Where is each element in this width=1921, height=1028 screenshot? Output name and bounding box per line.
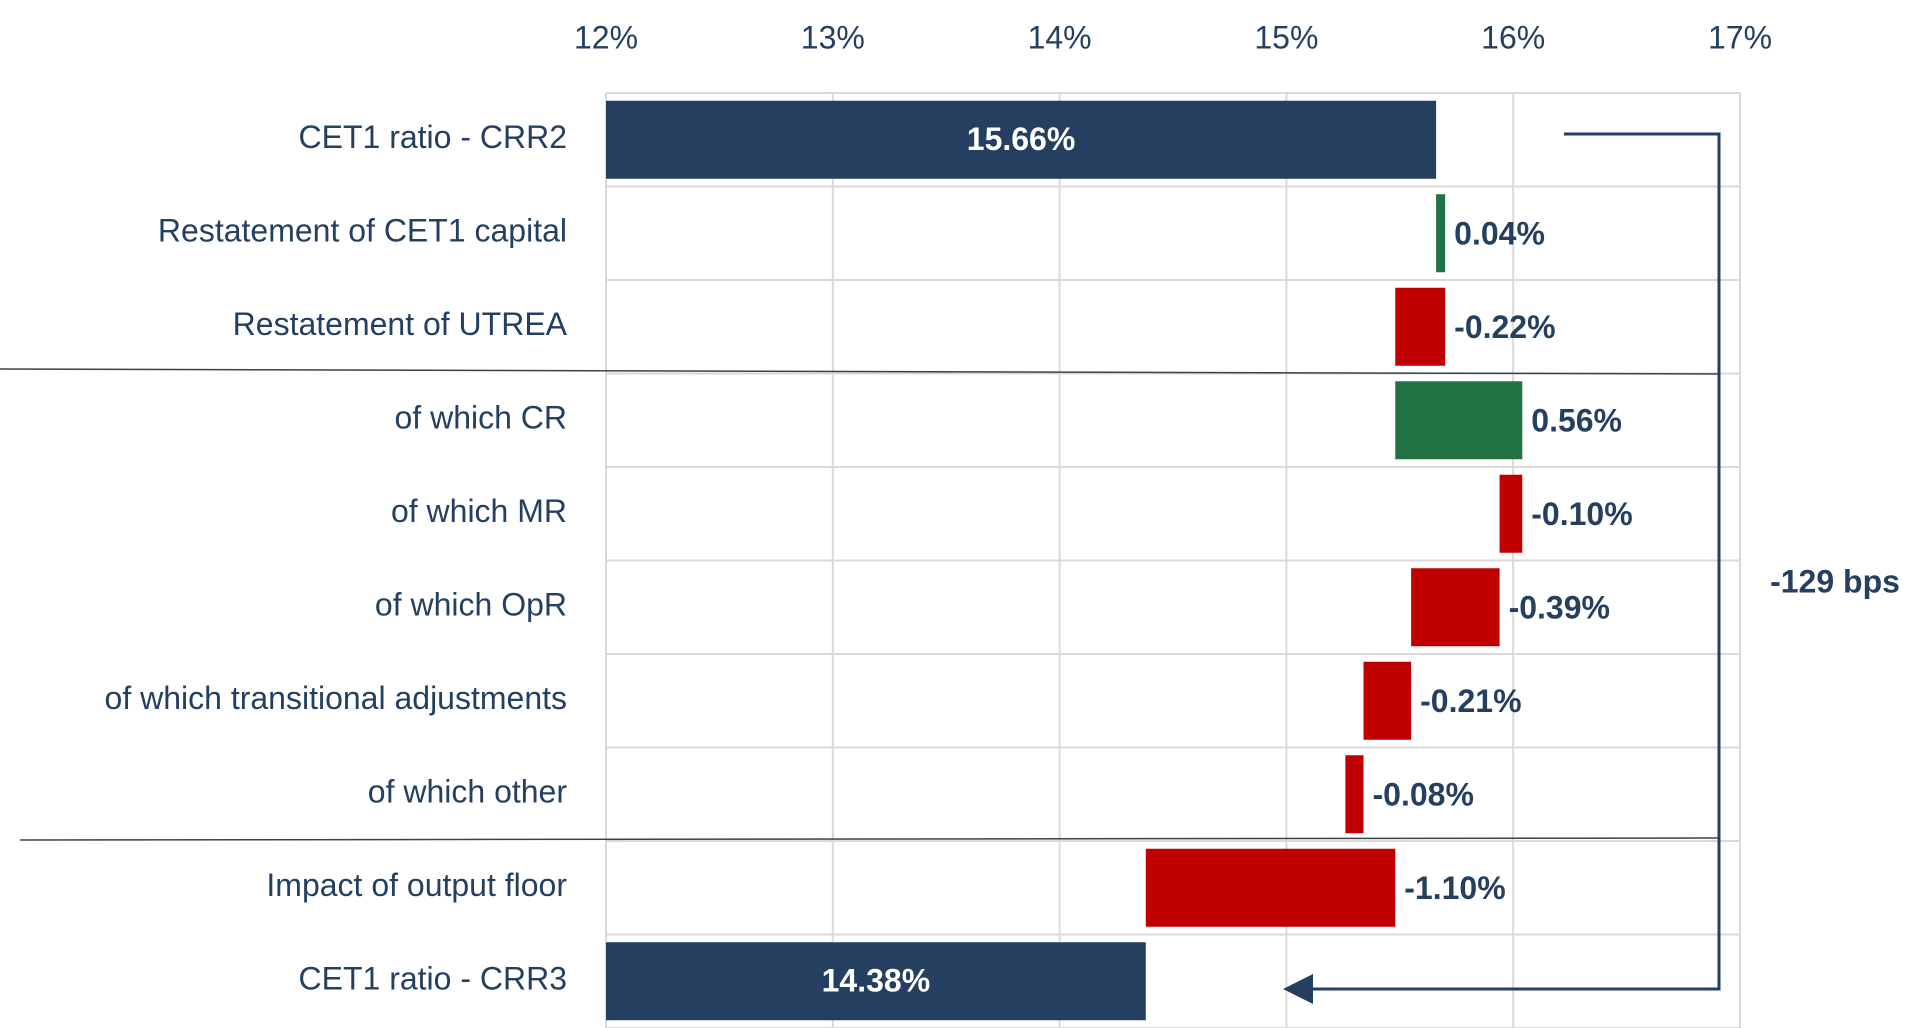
x-tick-label: 12% — [574, 19, 638, 55]
value-label: -0.22% — [1454, 309, 1555, 345]
bar — [1395, 381, 1523, 460]
category-label: of which CR — [395, 400, 568, 436]
bar — [1499, 474, 1523, 553]
annotation: -129 bps — [1770, 563, 1900, 599]
category-label: of which OpR — [375, 587, 567, 623]
x-tick-label: 13% — [801, 19, 865, 55]
bar — [1395, 287, 1446, 366]
category-label: CET1 ratio - CRR2 — [299, 119, 568, 155]
bar — [1145, 848, 1396, 927]
category-label: of which transitional adjustments — [105, 680, 567, 716]
value-label: -0.21% — [1420, 683, 1521, 719]
value-label: 0.04% — [1454, 216, 1545, 252]
value-label: -1.10% — [1404, 870, 1505, 906]
separator — [19, 837, 1720, 841]
x-tick-label: 15% — [1254, 19, 1318, 55]
x-tick-label: 17% — [1708, 19, 1772, 55]
category-label: of which MR — [391, 493, 567, 529]
category-label: Restatement of CET1 capital — [158, 213, 567, 249]
category-label: Impact of output floor — [266, 867, 567, 903]
bar — [1363, 661, 1412, 740]
bar — [606, 942, 1146, 1021]
category-label: Restatement of UTREA — [233, 306, 568, 342]
bar — [1436, 194, 1446, 273]
value-label: 14.38% — [822, 963, 931, 999]
bar — [1345, 755, 1364, 834]
bar — [606, 100, 1437, 179]
value-label: -0.10% — [1531, 496, 1632, 532]
bracket-arrow — [1283, 132, 1721, 1004]
separator — [0, 368, 1720, 375]
category-label: CET1 ratio - CRR3 — [299, 961, 568, 997]
x-tick-label: 14% — [1028, 19, 1092, 55]
value-label: -0.39% — [1509, 590, 1610, 626]
value-label: -0.08% — [1373, 777, 1474, 813]
x-tick-label: 16% — [1481, 19, 1545, 55]
value-label: 0.56% — [1531, 403, 1622, 439]
value-label: 15.66% — [967, 121, 1076, 157]
category-label: of which other — [368, 774, 568, 810]
bar — [1411, 568, 1500, 647]
